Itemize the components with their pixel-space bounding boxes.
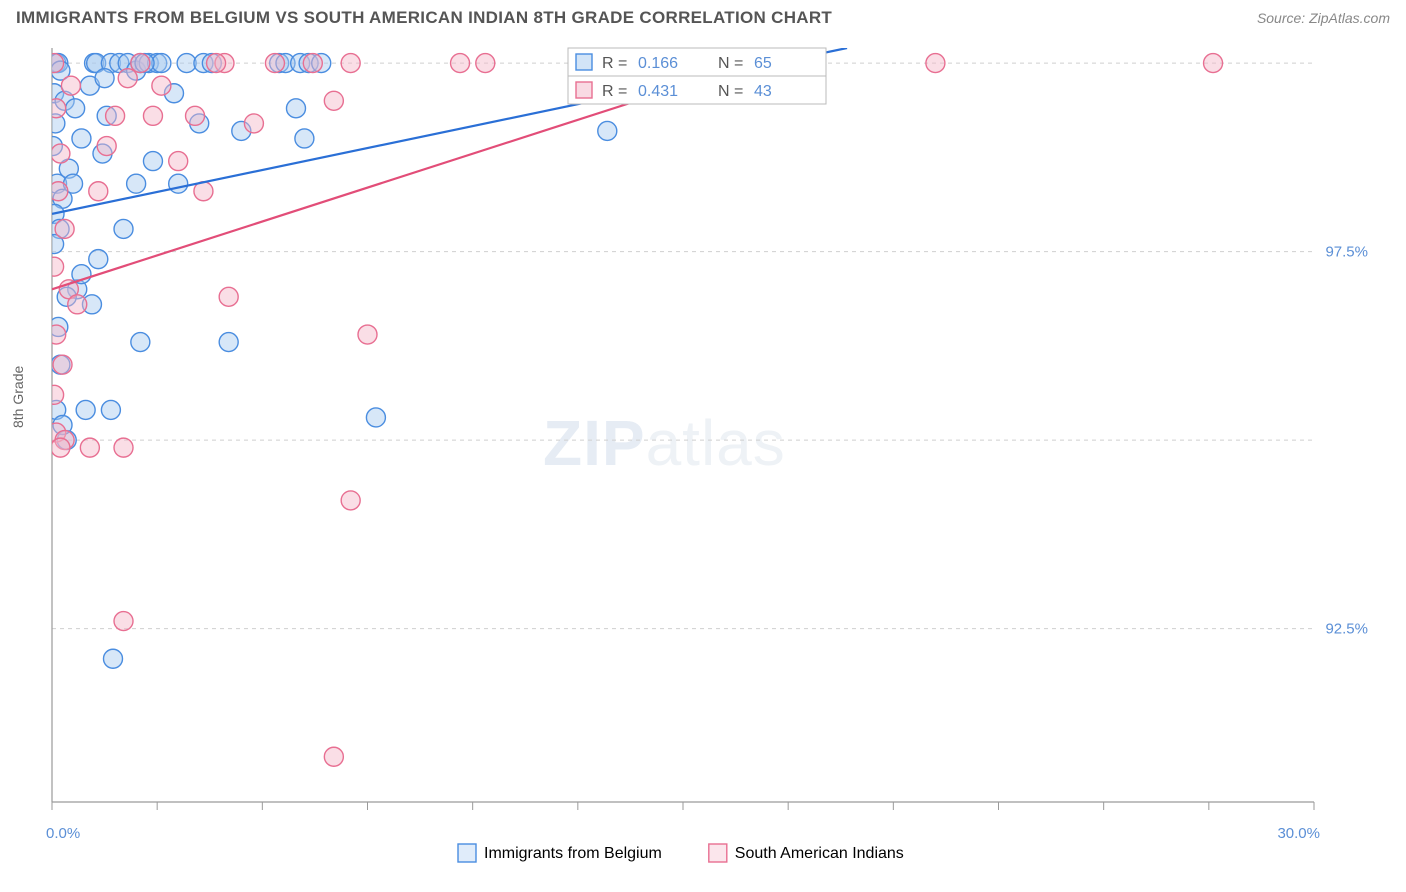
stats-r-value: 0.431 [638, 83, 678, 100]
data-point [926, 54, 945, 73]
data-point [45, 385, 64, 404]
stats-r-value: 0.166 [638, 55, 678, 72]
data-point [55, 219, 74, 238]
data-point [598, 121, 617, 140]
data-point [366, 408, 385, 427]
data-point [45, 257, 64, 276]
data-point [169, 152, 188, 171]
data-point [68, 295, 87, 314]
data-point [101, 400, 120, 419]
data-point [72, 129, 91, 148]
data-point [324, 747, 343, 766]
data-point [143, 152, 162, 171]
data-point [186, 106, 205, 125]
data-point [265, 54, 284, 73]
data-point [89, 250, 108, 269]
data-point [80, 438, 99, 457]
chart-title: IMMIGRANTS FROM BELGIUM VS SOUTH AMERICA… [16, 8, 832, 28]
data-point [341, 491, 360, 510]
data-point [286, 99, 305, 118]
data-point [51, 144, 70, 163]
data-point [341, 54, 360, 73]
data-point [1204, 54, 1223, 73]
correlation-scatter-chart: ZIPatlas 92.5% 97.5% 0.0% 30.0% R = 0.166 N = 65… [28, 38, 1368, 886]
data-point [95, 69, 114, 88]
stats-n-value: 65 [754, 55, 772, 72]
watermark: ZIPatlas [543, 407, 786, 479]
data-point [295, 129, 314, 148]
stats-r-label: R = [602, 55, 627, 72]
data-point [118, 69, 137, 88]
data-point [476, 54, 495, 73]
data-point [97, 137, 116, 156]
data-point [303, 54, 322, 73]
y-axis-label: 8th Grade [10, 366, 26, 428]
data-point [61, 76, 80, 95]
stats-n-label: N = [718, 83, 743, 100]
data-point [219, 333, 238, 352]
data-point [106, 106, 125, 125]
data-point [66, 99, 85, 118]
y-tick-label: 97.5% [1325, 244, 1368, 261]
legend-swatch [576, 54, 592, 70]
legend-swatch [709, 844, 727, 862]
data-point [131, 54, 150, 73]
data-point [358, 325, 377, 344]
data-point [89, 182, 108, 201]
data-point [244, 114, 263, 133]
legend-label: South American Indians [735, 845, 904, 862]
data-point [114, 612, 133, 631]
data-point [451, 54, 470, 73]
data-point [324, 91, 343, 110]
source-label: Source: ZipAtlas.com [1257, 10, 1390, 26]
data-point [152, 76, 171, 95]
data-point [114, 219, 133, 238]
data-point [76, 400, 95, 419]
data-point [143, 106, 162, 125]
legend-swatch [458, 844, 476, 862]
data-point [131, 333, 150, 352]
x-tick-label: 30.0% [1277, 825, 1320, 842]
data-point [51, 438, 70, 457]
y-tick-label: 92.5% [1325, 621, 1368, 638]
data-point [45, 54, 64, 73]
x-tick-label: 0.0% [46, 825, 80, 842]
data-point [47, 99, 66, 118]
data-point [219, 287, 238, 306]
stats-n-value: 43 [754, 83, 772, 100]
data-point [127, 174, 146, 193]
legend-label: Immigrants from Belgium [484, 845, 662, 862]
data-point [53, 355, 72, 374]
data-point [114, 438, 133, 457]
data-point [207, 54, 226, 73]
legend-swatch [576, 82, 592, 98]
stats-n-label: N = [718, 55, 743, 72]
data-point [169, 174, 188, 193]
stats-r-label: R = [602, 83, 627, 100]
data-point [47, 325, 66, 344]
data-point [103, 649, 122, 668]
